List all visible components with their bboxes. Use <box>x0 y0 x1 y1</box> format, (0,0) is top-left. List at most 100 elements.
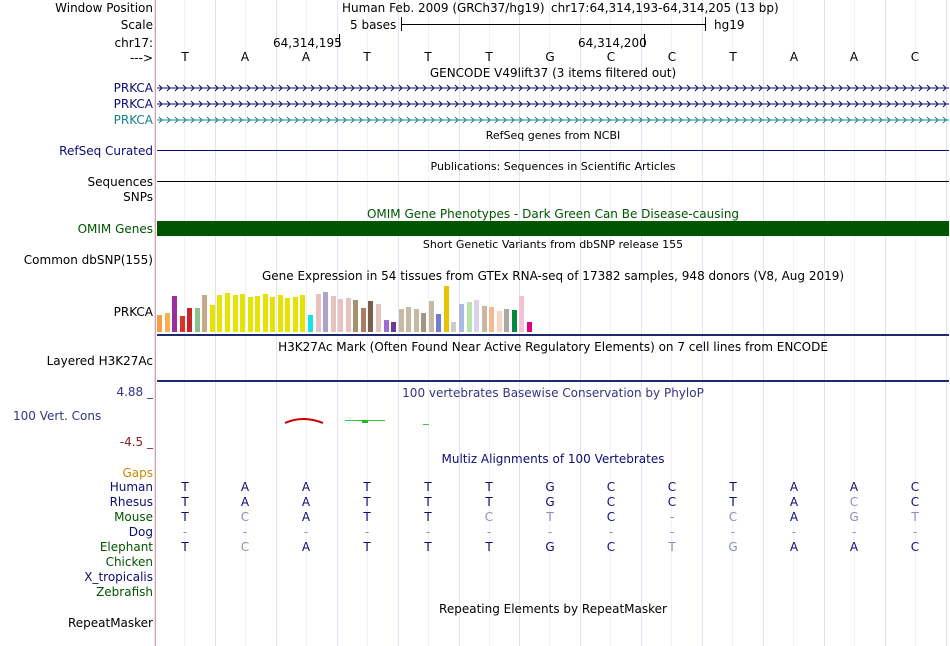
gtex-tissue-bar[interactable] <box>157 315 162 332</box>
multiz-species-label[interactable]: Elephant <box>99 540 153 554</box>
alignment-base: A <box>789 480 799 494</box>
gtex-tissue-bar[interactable] <box>391 322 396 332</box>
gtex-tissue-bar[interactable] <box>368 301 373 332</box>
multiz-species-label[interactable]: Rhesus <box>109 495 153 509</box>
gencode-strand-arrow <box>182 100 187 108</box>
gtex-tissue-bar[interactable] <box>263 294 268 332</box>
reference-base: T <box>424 50 432 64</box>
gencode-strand-arrow <box>158 84 163 92</box>
gtex-tissue-bar[interactable] <box>323 292 328 332</box>
gtex-tissue-bar[interactable] <box>436 314 441 332</box>
base-center-line <box>793 0 794 646</box>
multiz-species-label[interactable]: Zebrafish <box>96 585 153 599</box>
base-center-line <box>306 0 307 646</box>
alignment-base: T <box>485 540 493 554</box>
gencode-item-label[interactable]: PRKCA <box>113 113 153 127</box>
omim-gene-bar[interactable] <box>157 221 949 236</box>
gtex-tissue-bar[interactable] <box>361 308 366 332</box>
gencode-strand-arrow <box>366 116 371 124</box>
gtex-tissue-bar[interactable] <box>270 297 275 332</box>
gtex-tissue-bar[interactable] <box>504 309 509 332</box>
gtex-tissue-bar[interactable] <box>187 308 192 332</box>
gtex-tissue-bar[interactable] <box>316 294 321 332</box>
multiz-gaps-label[interactable]: Gaps <box>122 466 153 480</box>
publications-line[interactable] <box>157 181 949 182</box>
gtex-tissue-bar[interactable] <box>338 299 343 332</box>
gtex-tissue-bar[interactable] <box>482 306 487 332</box>
gencode-strand-arrow <box>870 84 875 92</box>
multiz-species-label[interactable]: Dog <box>128 525 153 539</box>
gtex-tissue-bar[interactable] <box>451 322 456 332</box>
alignment-base: G <box>545 540 555 554</box>
gtex-tissue-bar[interactable] <box>421 313 426 332</box>
multiz-species-label[interactable]: Mouse <box>114 510 153 524</box>
gtex-tissue-bar[interactable] <box>399 309 404 332</box>
gencode-strand-arrow <box>822 84 827 92</box>
snps-track-label[interactable]: SNPs <box>123 190 153 204</box>
gencode-strand-arrow <box>934 116 939 124</box>
gtex-tissue-bar[interactable] <box>180 316 185 332</box>
publications-track-label[interactable]: Sequences <box>87 175 153 189</box>
base-center-line <box>549 0 550 646</box>
gtex-tissue-bar[interactable] <box>519 296 524 332</box>
gtex-tissue-bar[interactable] <box>255 296 260 332</box>
gtex-tissue-bar[interactable] <box>225 293 230 332</box>
gencode-strand-arrow <box>774 100 779 108</box>
gtex-tissue-bar[interactable] <box>240 294 245 332</box>
gtex-track-label[interactable]: PRKCA <box>113 305 153 319</box>
gtex-tissue-bar[interactable] <box>353 300 358 332</box>
repeatmasker-track-label[interactable]: RepeatMasker <box>67 616 153 630</box>
gtex-tissue-bar[interactable] <box>217 295 222 332</box>
gencode-transcript[interactable] <box>157 83 949 93</box>
multiz-species-label[interactable]: Human <box>109 480 153 494</box>
gencode-strand-arrow <box>806 84 811 92</box>
gtex-tissue-bar[interactable] <box>406 307 411 332</box>
alignment-base: C <box>484 510 494 524</box>
gtex-tissue-bar[interactable] <box>376 304 381 332</box>
gtex-tissue-bar[interactable] <box>195 308 200 332</box>
gtex-tissue-bar[interactable] <box>248 297 253 332</box>
gencode-strand-arrow <box>230 116 235 124</box>
gtex-tissue-bar[interactable] <box>429 301 434 332</box>
gtex-tissue-bar[interactable] <box>165 313 170 332</box>
gtex-tissue-bar[interactable] <box>172 296 177 332</box>
gtex-tissue-bar[interactable] <box>497 311 502 332</box>
gencode-strand-arrow <box>918 100 923 108</box>
gtex-tissue-bar[interactable] <box>308 315 313 332</box>
multiz-species-label[interactable]: X_tropicalis <box>84 570 153 584</box>
gtex-tissue-bar[interactable] <box>459 304 464 332</box>
omim-track-label[interactable]: OMIM Genes <box>77 222 153 236</box>
multiz-species-label[interactable]: Chicken <box>105 555 153 569</box>
coordinate-label: 64,314,195 <box>273 36 342 50</box>
gtex-tissue-bar[interactable] <box>233 295 238 332</box>
gtex-tissue-bar[interactable] <box>467 302 472 332</box>
gencode-item-label[interactable]: PRKCA <box>113 97 153 111</box>
gtex-tissue-bar[interactable] <box>384 320 389 332</box>
gtex-tissue-bar[interactable] <box>474 300 479 332</box>
gencode-strand-arrow <box>598 100 603 108</box>
gtex-tissue-bar[interactable] <box>331 296 336 332</box>
gencode-transcript[interactable] <box>157 115 949 125</box>
dbsnp-track-label[interactable]: Common dbSNP(155) <box>23 253 153 267</box>
gencode-item-label[interactable]: PRKCA <box>113 81 153 95</box>
phylop-track-label[interactable]: 100 Vert. Cons <box>13 409 102 423</box>
gtex-tissue-bar[interactable] <box>512 310 517 332</box>
gtex-tissue-bar[interactable] <box>489 307 494 332</box>
gtex-tissue-bar[interactable] <box>346 298 351 332</box>
refseq-gene-line[interactable] <box>157 150 949 151</box>
h3k27ac-track-label[interactable]: Layered H3K27Ac <box>46 354 153 368</box>
gencode-strand-arrow <box>318 116 323 124</box>
gtex-tissue-bar[interactable] <box>285 298 290 332</box>
gtex-tissue-bar[interactable] <box>527 322 532 332</box>
gtex-tissue-bar[interactable] <box>300 295 305 332</box>
gtex-tissue-bar[interactable] <box>414 309 419 332</box>
gtex-tissue-bar[interactable] <box>210 305 215 332</box>
gencode-strand-arrow <box>726 100 731 108</box>
gencode-strand-arrow <box>350 116 355 124</box>
gtex-tissue-bar[interactable] <box>202 295 207 332</box>
gtex-tissue-bar[interactable] <box>293 297 298 332</box>
gtex-tissue-bar[interactable] <box>444 286 449 332</box>
refseq-track-label[interactable]: RefSeq Curated <box>59 144 153 158</box>
gtex-tissue-bar[interactable] <box>278 295 283 332</box>
gencode-transcript[interactable] <box>157 99 949 109</box>
